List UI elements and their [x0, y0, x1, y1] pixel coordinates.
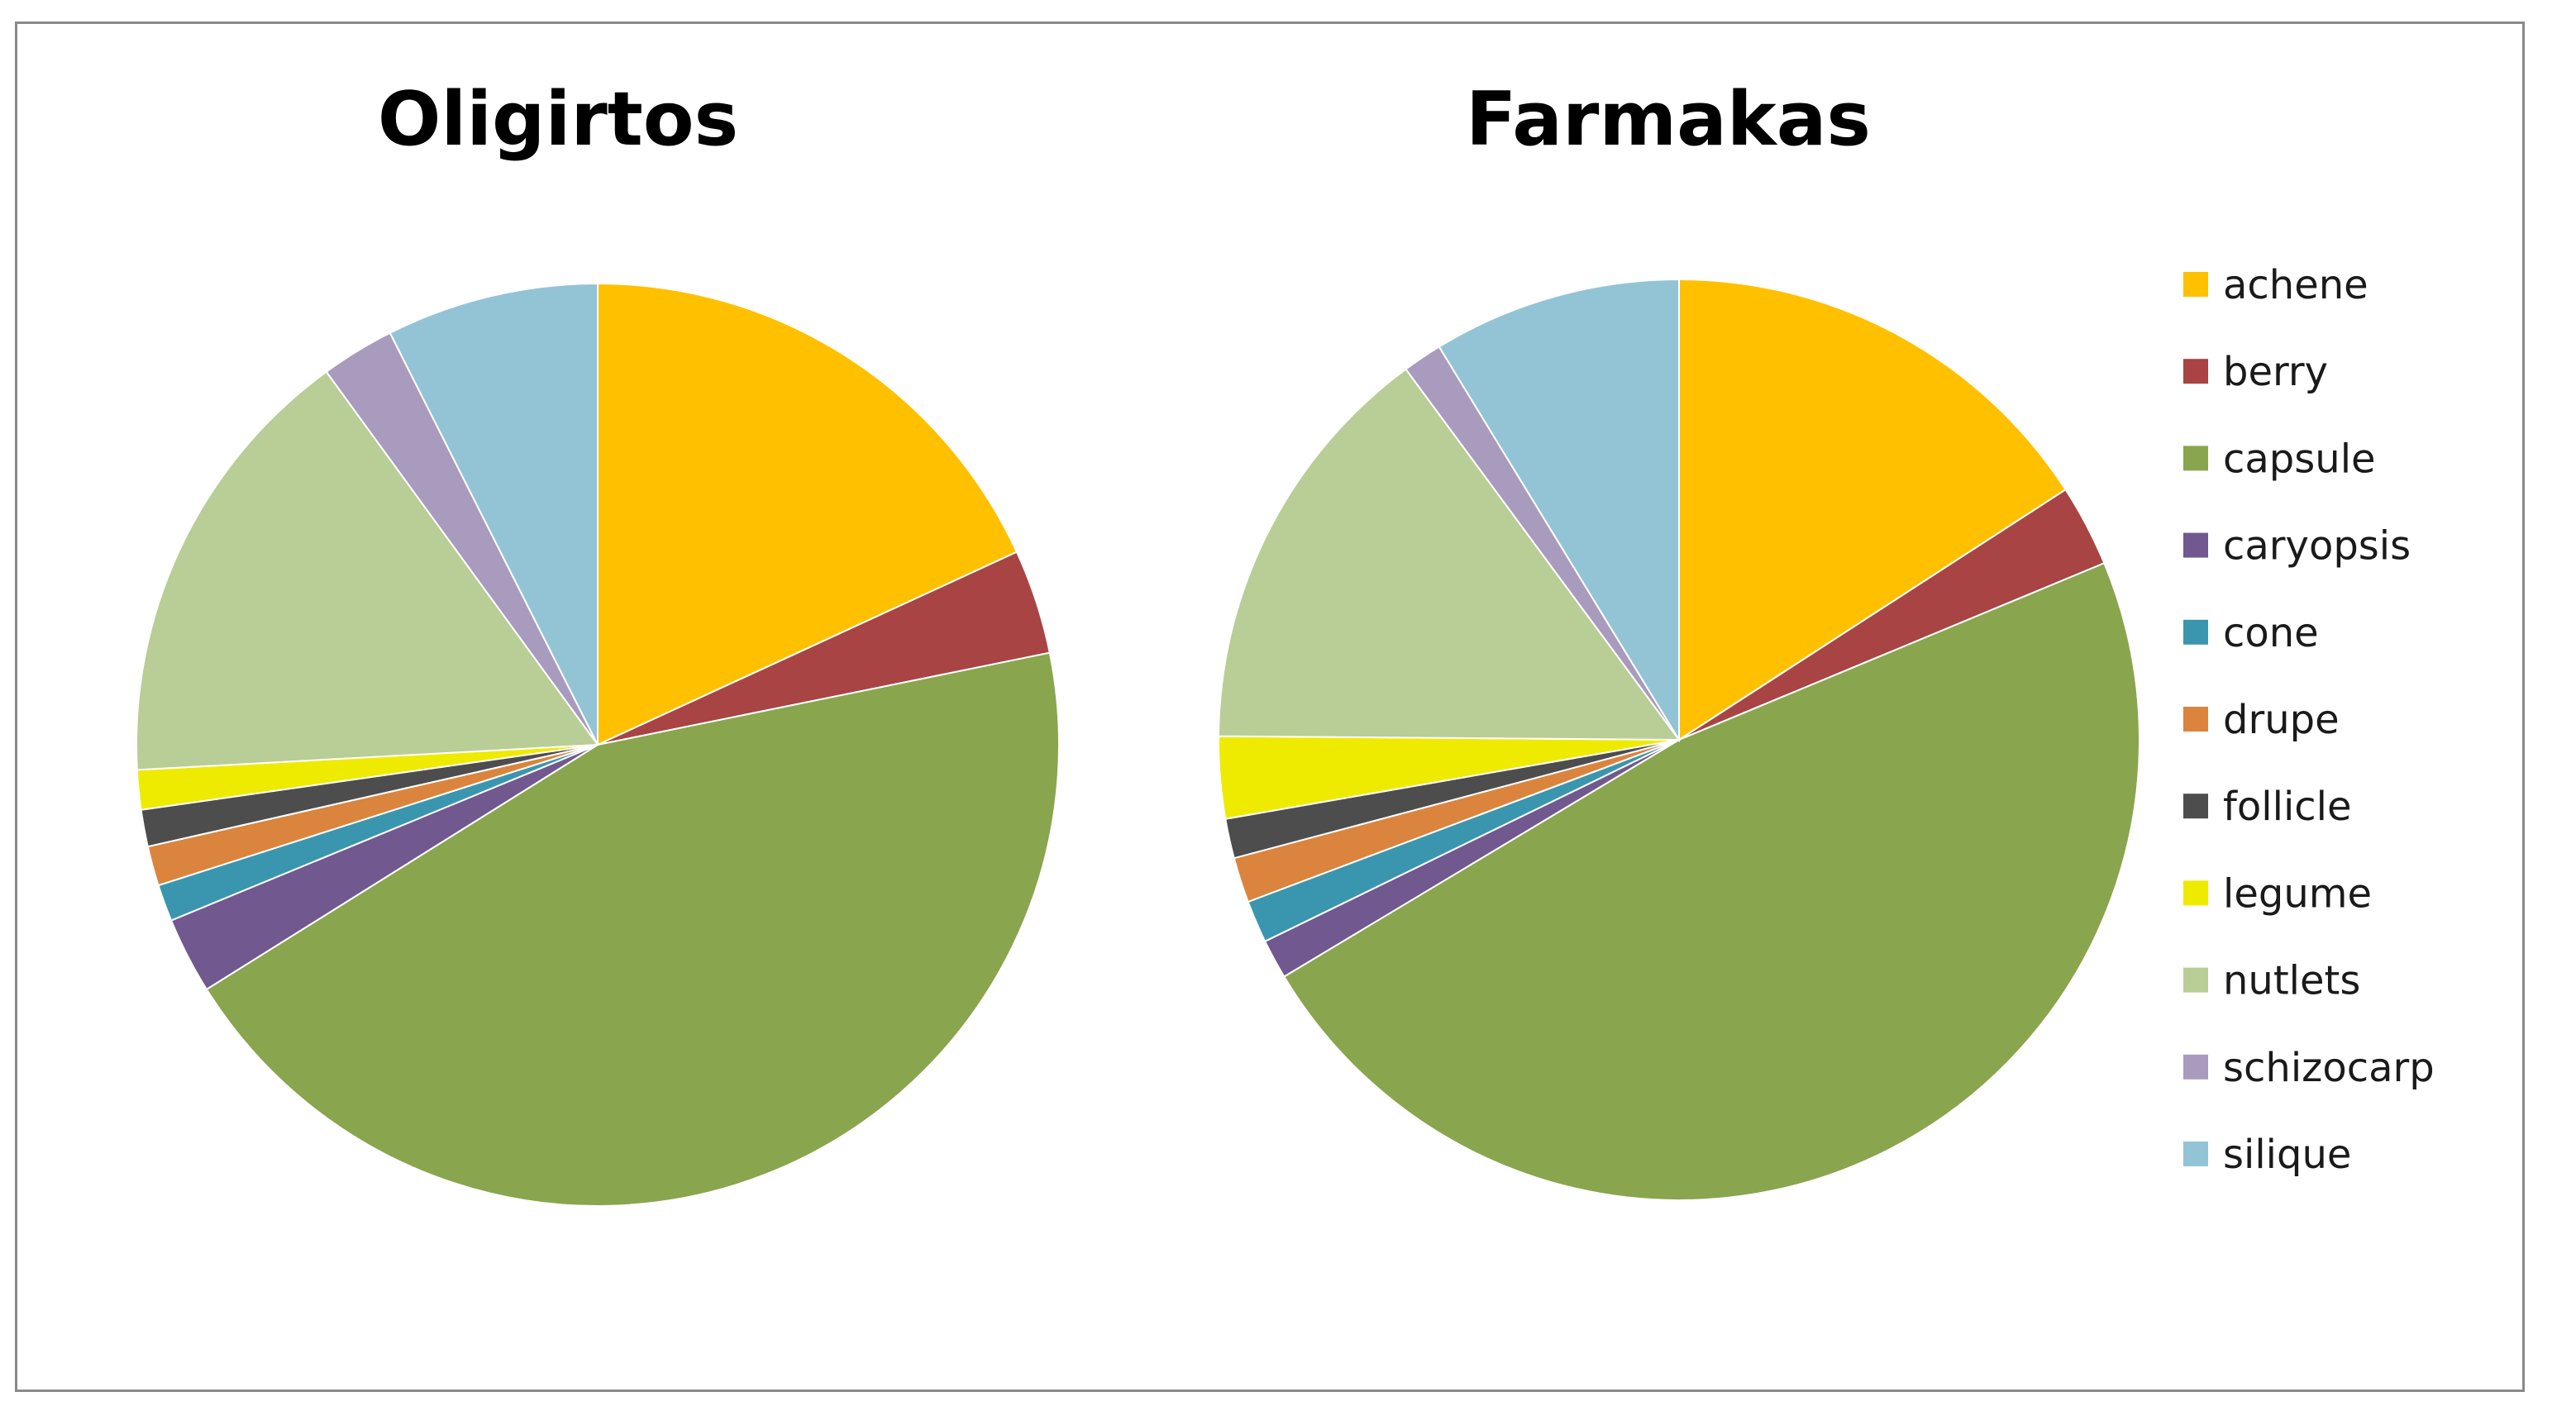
- legend-swatch-capsule: [2183, 446, 2208, 471]
- pie-oligirtos: [136, 282, 1060, 1207]
- legend-label-drupe: drupe: [2223, 697, 2340, 743]
- legend-swatch-nutlets: [2183, 967, 2208, 993]
- slice-oligirtos-achene: [597, 282, 1018, 746]
- slice-farmakas-capsule: [1282, 561, 2140, 1201]
- pie-farmakas: [1218, 278, 2140, 1201]
- legend-swatch-follicle: [2183, 794, 2208, 819]
- legend-swatch-silique: [2183, 1142, 2208, 1166]
- slice-oligirtos-nutlets: [136, 370, 599, 771]
- slice-farmakas-silique: [1438, 278, 1680, 743]
- legend-label-silique: silique: [2223, 1132, 2351, 1178]
- legend-swatch-legume: [2183, 880, 2208, 906]
- legend-label-follicle: follicle: [2223, 784, 2352, 830]
- legend-label-cone: cone: [2223, 610, 2319, 656]
- slice-oligirtos-silique: [389, 282, 599, 746]
- legend-label-caryopsis: caryopsis: [2223, 523, 2411, 570]
- legend-swatch-berry: [2183, 359, 2208, 384]
- legend-label-achene: achene: [2223, 262, 2368, 308]
- legend-label-berry: berry: [2223, 349, 2328, 395]
- legend-swatch-drupe: [2183, 707, 2208, 732]
- chart-title-farmakas: Farmakas: [1466, 76, 1871, 163]
- legend-label-capsule: capsule: [2223, 436, 2376, 482]
- chart-frame: Oligirtos Farmakas achene berry capsule car…: [15, 21, 2525, 1392]
- slice-farmakas-nutlets: [1218, 368, 1681, 741]
- legend-swatch-caryopsis: [2183, 532, 2208, 558]
- legend-label-nutlets: nutlets: [2223, 958, 2360, 1004]
- legend-swatch-achene: [2183, 272, 2208, 297]
- legend-swatch-cone: [2183, 619, 2208, 645]
- legend: achene berry capsule caryopsis cone drupe foll…: [2183, 262, 2435, 1178]
- chart-title-oligirtos: Oligirtos: [378, 76, 738, 163]
- legend-label-legume: legume: [2223, 870, 2372, 917]
- pie-charts-canvas: Oligirtos Farmakas achene berry capsule car…: [136, 76, 2435, 1207]
- legend-label-schizocarp: schizocarp: [2223, 1045, 2435, 1091]
- legend-swatch-schizocarp: [2183, 1054, 2208, 1080]
- slice-farmakas-achene: [1678, 278, 2067, 741]
- slice-oligirtos-capsule: [205, 651, 1060, 1207]
